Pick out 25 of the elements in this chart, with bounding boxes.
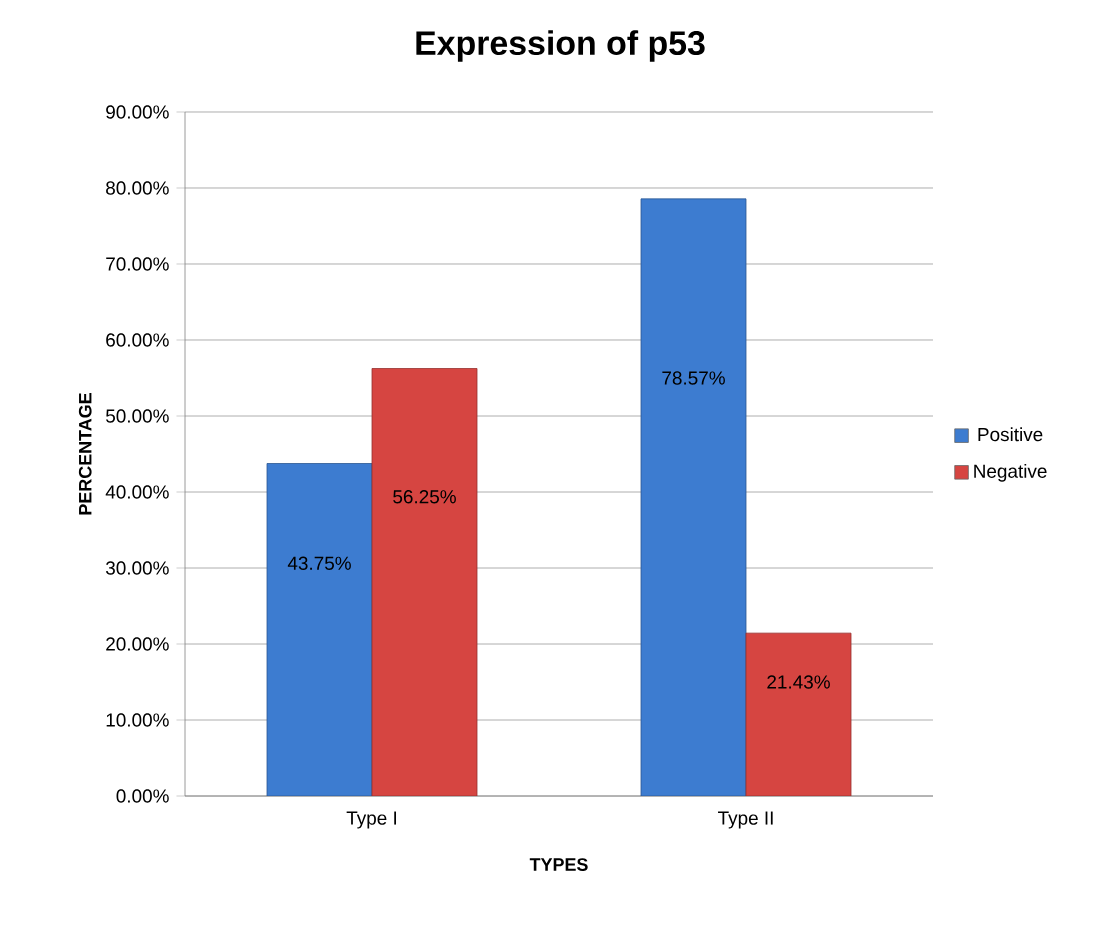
data-label: 43.75% — [287, 556, 351, 570]
data-label: 56.25% — [393, 490, 456, 504]
y-tick-label: 30.00% — [105, 561, 169, 575]
x-tick-label: Type II — [718, 811, 773, 829]
y-tick-label: 10.00% — [106, 713, 169, 727]
y-tick-label: 0.00% — [116, 789, 169, 803]
y-tick-label: 60.00% — [106, 333, 169, 347]
data-label: 78.57% — [662, 371, 725, 385]
y-tick-label: 20.00% — [106, 637, 169, 651]
x-tick-label: Type I — [346, 811, 396, 829]
y-tick-label: 70.00% — [106, 257, 169, 271]
y-tick-label: 50.00% — [106, 409, 169, 423]
data-label: 21.43% — [767, 675, 830, 689]
bar — [371, 368, 478, 796]
legend-label: Positive — [978, 427, 1043, 442]
bar — [266, 463, 373, 796]
y-axis-title: PERCENTAGE — [78, 393, 92, 515]
bar — [640, 198, 747, 796]
bar — [745, 632, 852, 796]
y-tick-label: 90.00% — [106, 105, 169, 119]
chart-title: Expression of p53 — [416, 30, 705, 62]
x-axis-title: TYPES — [529, 858, 588, 871]
legend-label: Negative — [974, 463, 1047, 482]
y-tick-label: 40.00% — [105, 485, 169, 499]
y-tick-label: 80.00% — [106, 181, 169, 195]
